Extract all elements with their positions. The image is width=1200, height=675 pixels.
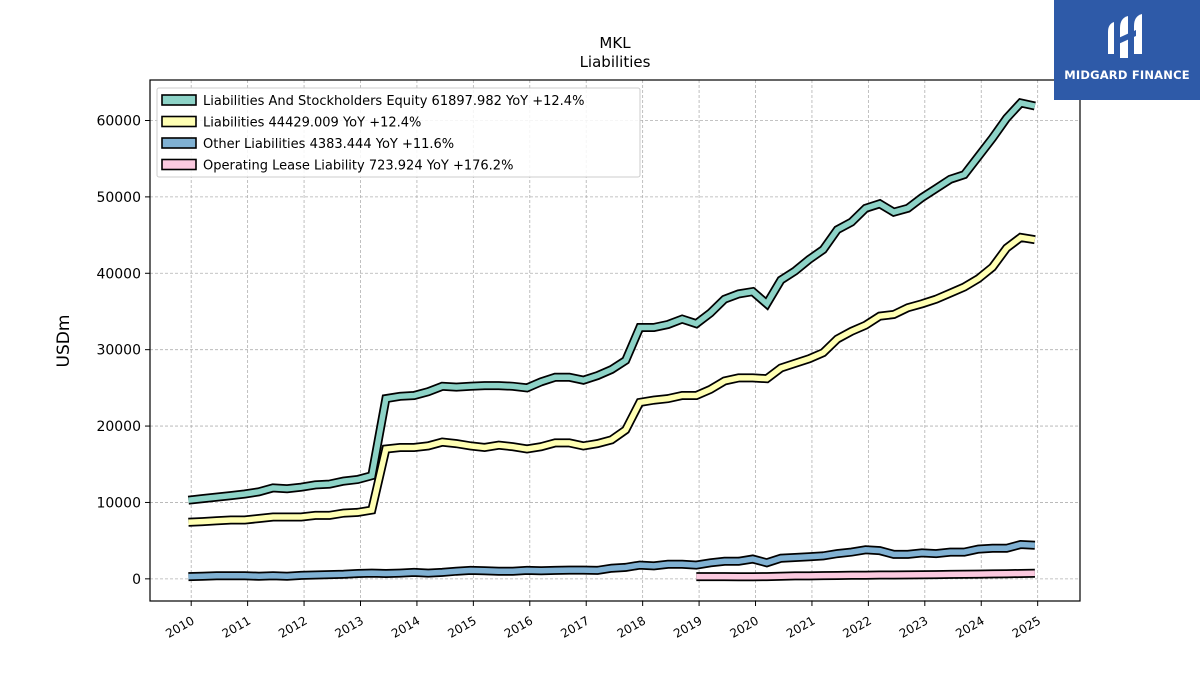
series-stroke [188,541,1036,580]
legend: Liabilities And Stockholders Equity 6189… [156,87,641,178]
chart-title: MKL [599,34,631,52]
y-axis: 0 10000 20000 30000 40000 50000 60000 [96,113,150,588]
legend-box [156,87,641,178]
legend-entry: Operating Lease Liability 723.924 YoY +1… [203,159,513,174]
logo-mark-icon [1108,14,1142,58]
series-line-2 [188,539,1036,582]
x-tick-label: 2018 [615,613,648,640]
chart-subtitle: Liabilities [580,53,651,71]
x-tick-label: 2011 [220,613,253,640]
y-tick-label: 0 [132,572,141,588]
series-line-3 [696,568,1035,582]
x-tick-label: 2013 [333,613,366,640]
x-tick-label: 2012 [276,613,309,640]
legend-entry: Liabilities And Stockholders Equity 6189… [203,94,584,109]
y-tick-label: 10000 [96,495,141,511]
x-tick-label: 2016 [502,613,535,640]
y-tick-label: 30000 [96,343,141,359]
legend-swatch [161,137,197,149]
x-tick-label: 2022 [840,613,873,640]
y-axis-label: USDm [54,315,74,368]
legend-swatch [161,94,197,106]
x-tick-label: 2014 [389,613,422,640]
x-tick-label: 2025 [1010,613,1043,640]
series-stroke [188,99,1036,503]
logo-text: MIDGARD FINANCE [1064,68,1190,82]
plot-frame [149,79,1081,602]
series-outline [188,232,1036,527]
y-tick-label: 50000 [96,190,141,206]
x-tick-label: 2024 [953,613,986,640]
series-line-0 [187,97,1036,505]
legend-entry: Liabilities 44429.009 YoY +12.4% [203,116,421,131]
x-tick-label: 2021 [784,613,817,640]
y-tick-label: 20000 [96,419,141,435]
legend-entry: Other Liabilities 4383.444 YoY +11.6% [203,137,454,152]
series-stroke [696,570,1035,580]
x-axis: 2010 2011 2012 2013 2014 2015 2016 2017 2018 2019… [163,601,1043,641]
legend-swatch [161,115,197,128]
series-stroke [188,234,1036,526]
x-tick-label: 2023 [897,613,930,640]
series-line-1 [188,232,1036,527]
legend-swatch [161,158,197,171]
y-tick-label: 40000 [96,266,141,282]
plot-lines [187,97,1036,582]
brand-logo: MIDGARD FINANCE [1054,0,1200,100]
x-tick-label: 2015 [445,613,478,640]
x-tick-label: 2020 [728,613,761,640]
x-tick-label: 2010 [163,613,196,640]
x-tick-label: 2017 [558,613,591,640]
x-tick-label: 2019 [671,613,704,640]
y-tick-label: 60000 [96,113,141,129]
